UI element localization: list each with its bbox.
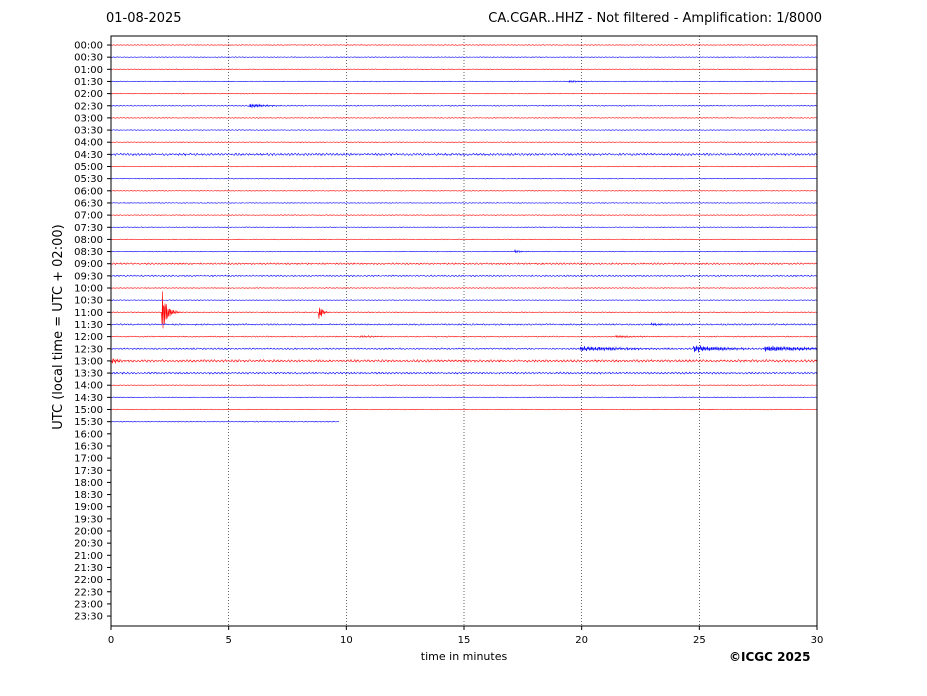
y-tick-label: 13:00	[74, 356, 103, 367]
y-tick-label: 05:00	[74, 162, 103, 173]
trace-1300	[110, 358, 818, 365]
y-tick-label: 11:00	[74, 308, 103, 319]
x-tick-label: 20	[575, 635, 588, 646]
trace-0030	[110, 56, 818, 58]
trace-0100	[110, 68, 818, 71]
y-tick-label: 10:30	[74, 296, 103, 307]
x-tick-label: 10	[340, 635, 353, 646]
y-tick-label: 08:30	[74, 247, 103, 258]
trace-0630	[110, 202, 818, 204]
y-tick-label: 19:00	[74, 502, 103, 513]
y-tick-label: 19:30	[74, 514, 103, 525]
x-axis-label: time in minutes	[421, 650, 508, 663]
x-tick-label: 15	[458, 635, 471, 646]
trace-0300	[110, 117, 818, 119]
trace-1500	[110, 408, 818, 411]
y-tick-label: 20:30	[74, 539, 103, 550]
trace-0830	[110, 249, 818, 254]
x-axis-ticks: 0 5 10 15 20 25 30	[108, 626, 824, 646]
y-tick-label: 11:30	[74, 320, 103, 331]
trace-0130	[110, 79, 818, 84]
trace-0530	[110, 177, 818, 180]
y-tick-label: 22:30	[74, 587, 103, 598]
y-tick-label: 23:30	[74, 612, 103, 623]
y-tick-label: 06:00	[74, 186, 103, 197]
trace-1000	[110, 287, 818, 289]
y-tick-label: 14:30	[74, 393, 103, 404]
x-tick-label: 30	[811, 635, 824, 646]
y-tick-label: 04:00	[74, 138, 103, 149]
y-tick-label: 09:30	[74, 271, 103, 282]
trace-1200	[110, 334, 818, 339]
trace-0330	[110, 129, 818, 131]
x-tick-label: 25	[693, 635, 706, 646]
y-tick-label: 07:30	[74, 223, 103, 234]
traces	[110, 44, 818, 423]
trace-0400	[110, 141, 818, 143]
trace-0430	[110, 152, 818, 157]
trace-1330	[110, 371, 818, 375]
trace-0500	[110, 165, 818, 168]
y-tick-label: 15:30	[74, 417, 103, 428]
plot-date: 01-08-2025	[106, 11, 182, 26]
copyright-notice: ©ICGC 2025	[729, 650, 811, 664]
y-tick-label: 01:00	[74, 65, 103, 76]
trace-0200	[110, 92, 818, 95]
y-tick-label: 18:00	[74, 478, 103, 489]
trace-0800	[110, 238, 818, 241]
trace-0730	[110, 226, 818, 229]
y-tick-label: 07:00	[74, 211, 103, 222]
y-tick-label: 13:30	[74, 369, 103, 380]
y-tick-label: 00:00	[74, 41, 103, 52]
y-tick-label: 16:30	[74, 441, 103, 452]
y-tick-label: 18:30	[74, 490, 103, 501]
trace-0600	[110, 190, 818, 192]
trace-0230	[110, 103, 818, 109]
y-tick-label: 02:30	[74, 101, 103, 112]
y-tick-label: 17:00	[74, 454, 103, 465]
x-tick-label: 5	[225, 635, 231, 646]
y-tick-label: 23:00	[74, 599, 103, 610]
y-tick-label: 03:00	[74, 113, 103, 124]
y-tick-label: 22:00	[74, 575, 103, 586]
y-tick-label: 12:00	[74, 332, 103, 343]
y-tick-label: 04:30	[74, 150, 103, 161]
y-tick-label: 02:00	[74, 89, 103, 100]
y-tick-label: 09:00	[74, 259, 103, 270]
y-tick-label: 06:30	[74, 198, 103, 209]
trace-1400	[110, 384, 818, 386]
y-tick-label: 20:00	[74, 527, 103, 538]
y-tick-label: 12:30	[74, 344, 103, 355]
y-tick-label: 14:00	[74, 381, 103, 392]
trace-1530	[110, 420, 340, 423]
y-tick-label: 17:30	[74, 466, 103, 477]
trace-1100	[110, 291, 818, 329]
trace-1130	[110, 322, 818, 327]
y-tick-label: 15:00	[74, 405, 103, 416]
y-tick-label: 08:00	[74, 235, 103, 246]
y-tick-label: 01:30	[74, 77, 103, 88]
y-tick-label: 21:00	[74, 551, 103, 562]
y-axis-label: UTC (local time = UTC + 02:00)	[51, 224, 66, 429]
gridlines	[228, 36, 700, 626]
trace-0000	[110, 44, 818, 46]
y-tick-label: 21:30	[74, 563, 103, 574]
trace-0930	[110, 274, 818, 278]
x-tick-label: 0	[108, 635, 114, 646]
trace-1430	[110, 396, 818, 399]
trace-0700	[110, 214, 818, 216]
y-tick-label: 05:30	[74, 174, 103, 185]
trace-1030	[110, 299, 818, 301]
trace-0900	[110, 262, 818, 266]
plot-title: CA.CGAR..HHZ - Not filtered - Amplificat…	[488, 11, 822, 26]
y-tick-label: 00:30	[74, 53, 103, 64]
y-tick-label: 10:00	[74, 284, 103, 295]
y-tick-label: 16:00	[74, 429, 103, 440]
trace-1230	[110, 345, 818, 353]
y-tick-label: 03:30	[74, 126, 103, 137]
